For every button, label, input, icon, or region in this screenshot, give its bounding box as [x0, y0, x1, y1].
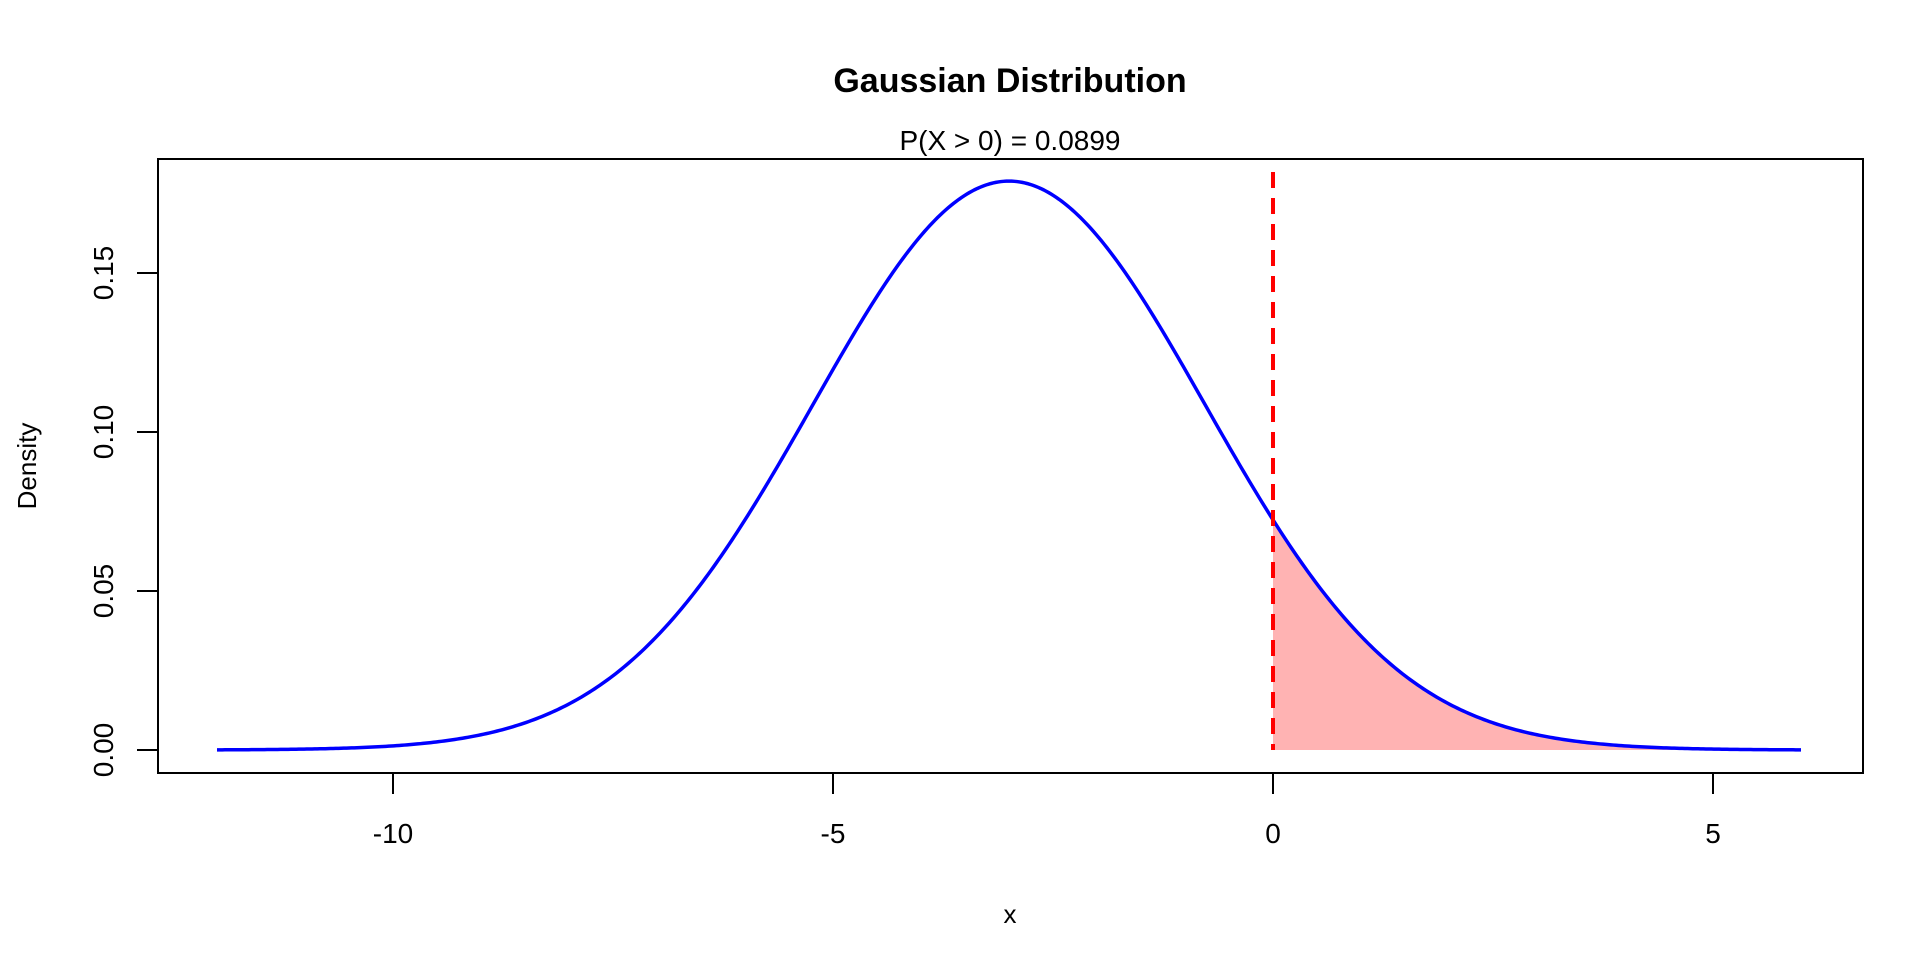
x-tick-label: -5	[821, 818, 846, 849]
chart-title: Gaussian Distribution	[833, 62, 1186, 100]
x-axis: -10 -5 0 5	[373, 772, 1721, 849]
y-tick-label: 0.05	[88, 564, 119, 619]
x-tick-label: 0	[1265, 818, 1281, 849]
shaded-tail-area	[1273, 519, 1801, 750]
y-tick-label: 0.10	[88, 405, 119, 460]
x-axis-label: x	[1004, 899, 1017, 929]
y-tick-label: 0.15	[88, 246, 119, 301]
y-tick-label: 0.00	[88, 723, 119, 778]
chart-subtitle: P(X > 0) = 0.0899	[899, 125, 1120, 156]
plot-frame	[157, 158, 1864, 774]
x-tick-label: 5	[1705, 818, 1721, 849]
y-axis: 0.00 0.05 0.10 0.15	[88, 246, 159, 778]
density-curve	[217, 179, 1801, 752]
x-tick-label: -10	[373, 818, 413, 849]
y-axis-label: Density	[12, 423, 42, 510]
